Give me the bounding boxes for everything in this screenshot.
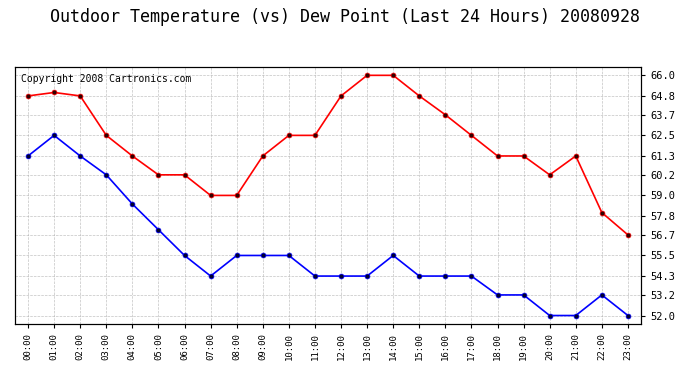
Text: Outdoor Temperature (vs) Dew Point (Last 24 Hours) 20080928: Outdoor Temperature (vs) Dew Point (Last… — [50, 8, 640, 26]
Text: Copyright 2008 Cartronics.com: Copyright 2008 Cartronics.com — [21, 75, 192, 84]
